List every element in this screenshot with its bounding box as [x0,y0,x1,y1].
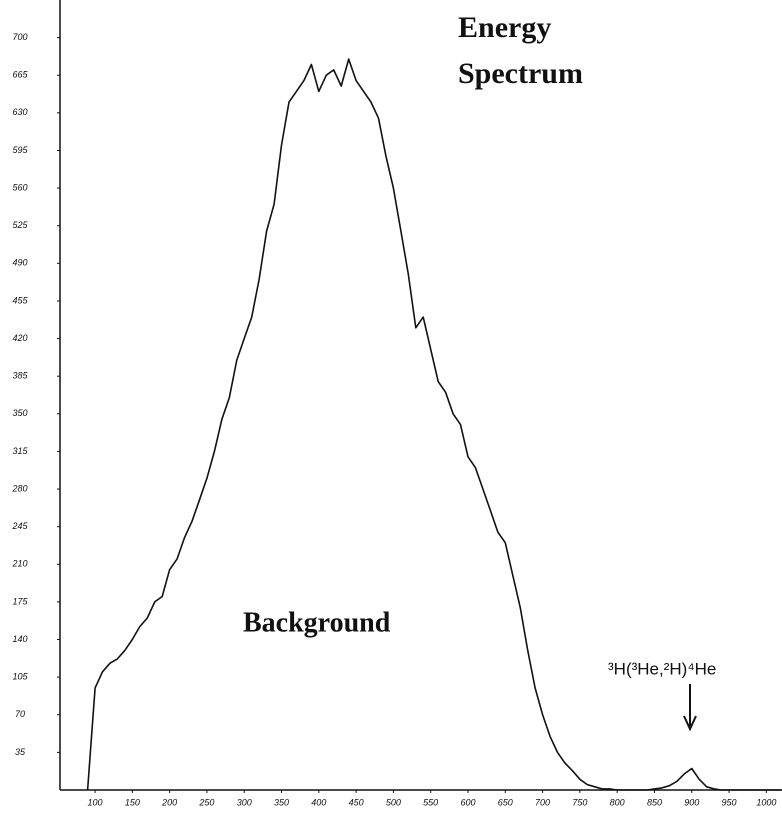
x-tick-label: 1000 [756,797,776,807]
x-tick-label: 900 [684,797,699,807]
x-tick-label: 750 [572,797,587,807]
y-tick-label: 595 [12,145,28,155]
spectrum-line [86,58,782,791]
x-tick-label: 150 [125,797,140,807]
y-tick-label: 105 [12,672,28,682]
x-tick-label: 100 [88,797,103,807]
y-tick-label: 525 [12,220,28,230]
arrow [683,684,697,732]
y-tick-label: 560 [12,182,27,192]
x-tick-label: 800 [610,797,625,807]
x-tick-label: 500 [386,797,401,807]
x-tick-label: 950 [722,797,737,807]
y-tick-label: 35 [15,747,26,757]
y-tick-label: 350 [12,408,27,418]
y-tick-label: 455 [12,295,28,305]
x-tick-label: 450 [349,797,364,807]
y-tick-label: 700 [12,32,27,42]
y-tick-label: 315 [12,446,28,456]
x-tick-label: 300 [237,797,252,807]
y-tick-label: 175 [12,596,28,606]
x-tick-label: 600 [460,797,475,807]
chart-title: Energy [458,11,551,44]
y-tick-label: 665 [12,70,28,80]
annotation: ³H(³He,²H)⁴He [608,659,716,678]
x-tick-label: 350 [274,797,289,807]
y-tick-label: 490 [12,258,27,268]
x-tick-label: 200 [161,797,177,807]
y-tick-label: 420 [12,333,27,343]
chart-title: Spectrum [458,57,583,90]
y-tick-label: 630 [12,107,27,117]
x-tick-label: 650 [498,797,513,807]
y-tick-label: 70 [15,709,25,719]
x-tick-label: 850 [647,797,662,807]
y-tick-label: 245 [11,521,28,531]
annotation: Background [243,607,391,638]
x-tick-label: 250 [198,797,214,807]
y-tick-label: 385 [12,371,28,381]
y-tick-label: 140 [12,634,27,644]
x-tick-label: 400 [311,797,326,807]
y-tick-label: 280 [11,483,27,493]
y-tick-label: 210 [11,559,27,569]
x-tick-label: 550 [423,797,438,807]
x-tick-label: 700 [535,797,550,807]
